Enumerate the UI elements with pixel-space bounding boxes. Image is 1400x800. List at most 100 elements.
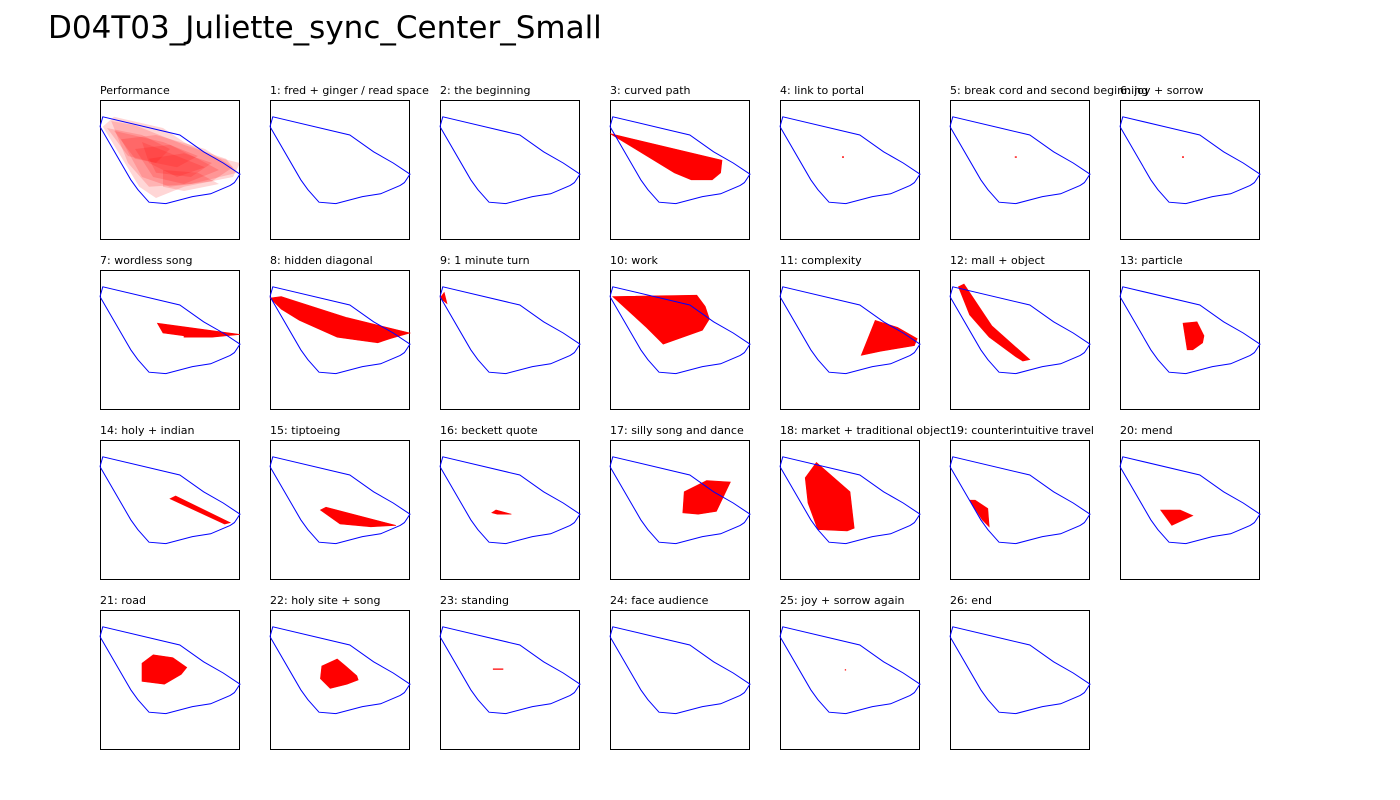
- panel-plot: [779, 100, 921, 240]
- section-area: [319, 506, 397, 528]
- panel-label: 26: end: [950, 594, 992, 607]
- overlay-area: [114, 130, 198, 168]
- panel-frame: [270, 610, 410, 750]
- section-area: [612, 294, 710, 345]
- panel-frame: [1120, 440, 1260, 580]
- overlay-area: [107, 128, 170, 163]
- panel: 1: fred + ginger / read space: [269, 84, 429, 240]
- panel-label: 20: mend: [1120, 424, 1173, 437]
- panel-plot: [439, 610, 581, 750]
- panel-label: 8: hidden diagonal: [270, 254, 373, 267]
- section-area: [156, 322, 241, 338]
- stage-boundary: [269, 456, 411, 545]
- stage-boundary: [1119, 456, 1261, 545]
- stage-boundary: [439, 286, 581, 375]
- panel: 24: face audience: [609, 594, 751, 750]
- panel: 16: beckett quote: [439, 424, 581, 580]
- panel-label: 9: 1 minute turn: [440, 254, 530, 267]
- panel-plot: [779, 610, 921, 750]
- section-area: [491, 509, 512, 515]
- stage-boundary: [949, 456, 1091, 545]
- stage-boundary: [779, 116, 921, 205]
- panel-label: 18: market + traditional object: [780, 424, 951, 437]
- panel: 6: joy + sorrow: [1119, 84, 1261, 240]
- section-area: [609, 133, 723, 181]
- panel-frame: [610, 270, 750, 410]
- stage-boundary: [99, 116, 241, 205]
- panel-label: 23: standing: [440, 594, 509, 607]
- stage-boundary: [949, 286, 1091, 375]
- section-area: [269, 296, 412, 344]
- overlay-area: [111, 121, 238, 187]
- panel-frame: [780, 270, 920, 410]
- section-area: [1160, 509, 1194, 526]
- section-area: [1182, 321, 1205, 351]
- panel-frame: [100, 100, 240, 240]
- panel-plot: [1119, 100, 1261, 240]
- panel-plot: [609, 440, 751, 580]
- overlay-area: [102, 116, 240, 198]
- panel-frame: [1120, 100, 1260, 240]
- panel: 10: work: [609, 254, 751, 410]
- section-area: [860, 320, 918, 356]
- stage-boundary: [609, 286, 751, 375]
- panel-frame: [950, 100, 1090, 240]
- panel-label: 10: work: [610, 254, 658, 267]
- stage-boundary: [99, 626, 241, 715]
- panel-frame: [610, 100, 750, 240]
- panel-plot: [779, 270, 921, 410]
- panel-frame: [440, 270, 580, 410]
- panel: 13: particle: [1119, 254, 1261, 410]
- panel-label: 6: joy + sorrow: [1120, 84, 1204, 97]
- stage-boundary: [609, 116, 751, 205]
- panel-frame: [270, 270, 410, 410]
- panel-label: 17: silly song and dance: [610, 424, 744, 437]
- section-area: [320, 658, 359, 689]
- panel-label: 19: counterintuitive travel: [950, 424, 1094, 437]
- panel-label: 21: road: [100, 594, 146, 607]
- panel-frame: [780, 610, 920, 750]
- panel-frame: [440, 440, 580, 580]
- panel-plot: [99, 610, 241, 750]
- panel-plot: [609, 100, 751, 240]
- stage-boundary: [779, 626, 921, 715]
- panel: Performance: [99, 84, 241, 240]
- overlay-area: [142, 142, 205, 177]
- panel-plot: [779, 440, 921, 580]
- stage-boundary: [779, 456, 921, 545]
- figure-title: D04T03_Juliette_sync_Center_Small: [48, 10, 602, 46]
- panel-plot: [99, 440, 241, 580]
- stage-boundary: [439, 626, 581, 715]
- panel: 9: 1 minute turn: [439, 254, 581, 410]
- panel-plot: [269, 610, 411, 750]
- overlay-area: [149, 153, 212, 177]
- overlay-area: [121, 135, 233, 187]
- panel-plot: [949, 270, 1091, 410]
- panel-label: 22: holy site + song: [270, 594, 381, 607]
- panel-plot: [949, 100, 1091, 240]
- panel-label: 4: link to portal: [780, 84, 865, 97]
- panel-frame: [610, 440, 750, 580]
- stage-boundary: [439, 456, 581, 545]
- panel: 15: tiptoeing: [269, 424, 411, 580]
- section-area: [804, 461, 855, 532]
- panel-frame: [100, 440, 240, 580]
- stage-boundary: [269, 116, 411, 205]
- panel: 22: holy site + song: [269, 594, 411, 750]
- stage-boundary: [1119, 116, 1261, 205]
- panel-plot: [609, 270, 751, 410]
- panel-frame: [100, 270, 240, 410]
- overlay-area: [135, 144, 219, 184]
- panel-plot: [99, 270, 241, 410]
- stage-boundary: [269, 626, 411, 715]
- stage-boundary: [1119, 286, 1261, 375]
- section-area: [439, 291, 448, 305]
- panel-label: 25: joy + sorrow again: [780, 594, 905, 607]
- stage-boundary: [949, 116, 1091, 205]
- panel: 18: market + traditional object: [779, 424, 950, 580]
- stage-boundary: [949, 626, 1091, 715]
- panel-label: 5: break cord and second beginning: [950, 84, 1149, 97]
- panel: 8: hidden diagonal: [269, 254, 412, 410]
- panel-label: 16: beckett quote: [440, 424, 538, 437]
